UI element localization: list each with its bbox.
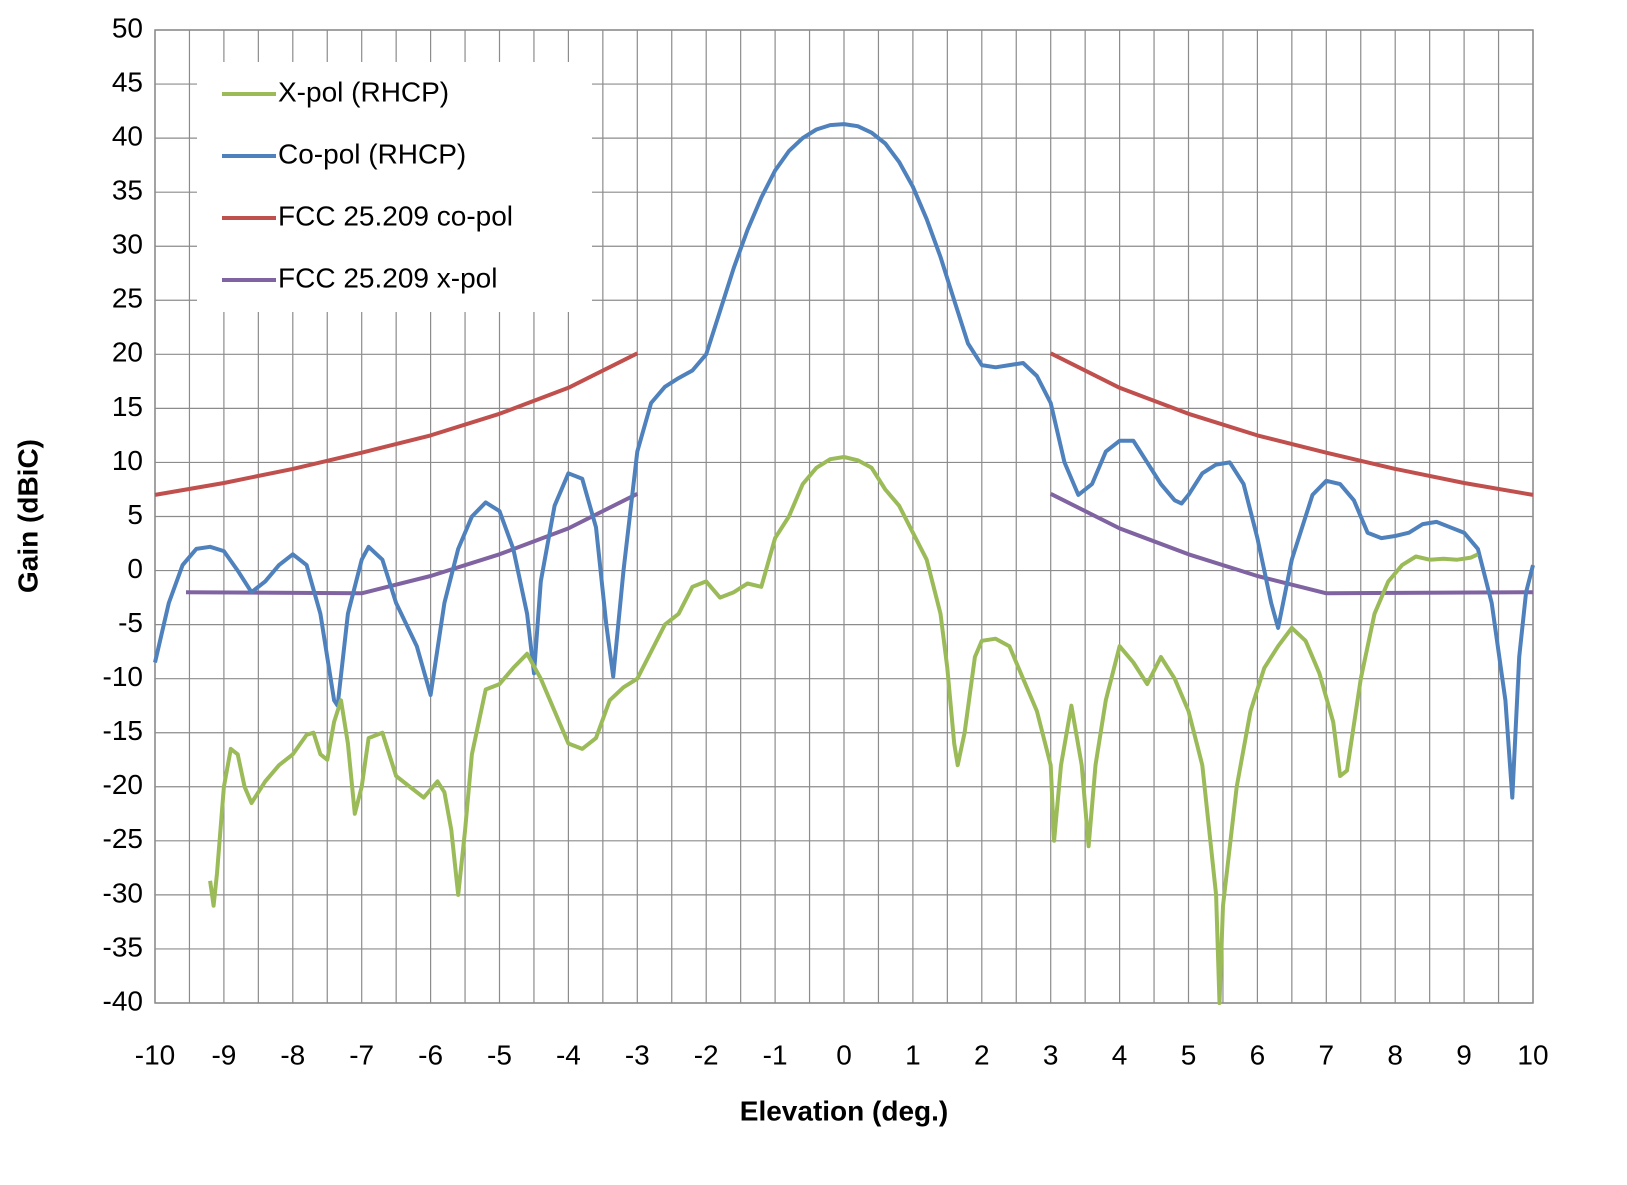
x-tick-label: -8 — [280, 1039, 305, 1070]
grid — [154, 29, 1534, 1004]
x-tick-label: 7 — [1319, 1039, 1335, 1070]
series-line — [153, 122, 1535, 800]
plot-border — [154, 29, 1534, 1004]
x-tick-label: -1 — [763, 1039, 788, 1070]
x-tick-label: -3 — [625, 1039, 650, 1070]
y-tick-label: -10 — [103, 661, 143, 692]
x-tick-label: 6 — [1250, 1039, 1266, 1070]
x-tick-label: -9 — [211, 1039, 236, 1070]
y-tick-label: -15 — [103, 715, 143, 746]
legend-label: Co-pol (RHCP) — [278, 138, 466, 169]
y-tick-label: -25 — [103, 823, 143, 854]
x-tick-label: -10 — [135, 1039, 175, 1070]
legend: X-pol (RHCP) Co-pol (RHCP) FCC 25.209 co-p… — [197, 62, 592, 312]
y-tick-label: 50 — [112, 12, 143, 43]
y-tick-label: 15 — [112, 391, 143, 422]
legend-box — [197, 62, 592, 312]
series-line — [154, 351, 1534, 497]
y-tick-label: -40 — [103, 985, 143, 1016]
x-tick-label: 4 — [1112, 1039, 1128, 1070]
x-axis-title: Elevation (deg.) — [740, 1095, 948, 1126]
x-tick-label: -7 — [349, 1039, 374, 1070]
legend-label: FCC 25.209 x-pol — [278, 262, 497, 293]
y-tick-label: -35 — [103, 931, 143, 962]
series-line — [208, 455, 1479, 1005]
y-tick-label: -20 — [103, 769, 143, 800]
x-tick-label: 9 — [1456, 1039, 1472, 1070]
x-tick-label: 0 — [836, 1039, 852, 1070]
x-tick-label: 8 — [1387, 1039, 1403, 1070]
y-tick-label: 20 — [112, 337, 143, 368]
x-tick-label: 1 — [905, 1039, 921, 1070]
y-tick-label: 30 — [112, 229, 143, 260]
x-tick-label: -6 — [418, 1039, 443, 1070]
legend-label: FCC 25.209 co-pol — [278, 200, 513, 231]
y-tick-label: 35 — [112, 175, 143, 206]
y-tick-label: 25 — [112, 283, 143, 314]
x-tick-label: -2 — [694, 1039, 719, 1070]
y-tick-label: -5 — [118, 607, 143, 638]
y-tick-label: 40 — [112, 121, 143, 152]
y-tick-label: 0 — [127, 553, 143, 584]
x-tick-label: -5 — [487, 1039, 512, 1070]
x-tick-label: 3 — [1043, 1039, 1059, 1070]
x-tick-label: 10 — [1517, 1039, 1548, 1070]
y-axis-title: Gain (dBiC) — [12, 439, 43, 593]
x-tick-label: 5 — [1181, 1039, 1197, 1070]
x-tick-label: 2 — [974, 1039, 990, 1070]
legend-label: X-pol (RHCP) — [278, 76, 449, 107]
y-tick-label: 5 — [127, 499, 143, 530]
y-tick-label: 10 — [112, 445, 143, 476]
y-tick-label: -30 — [103, 877, 143, 908]
x-tick-label: -4 — [556, 1039, 581, 1070]
series-line — [185, 492, 1534, 596]
y-tick-label: 45 — [112, 66, 143, 97]
